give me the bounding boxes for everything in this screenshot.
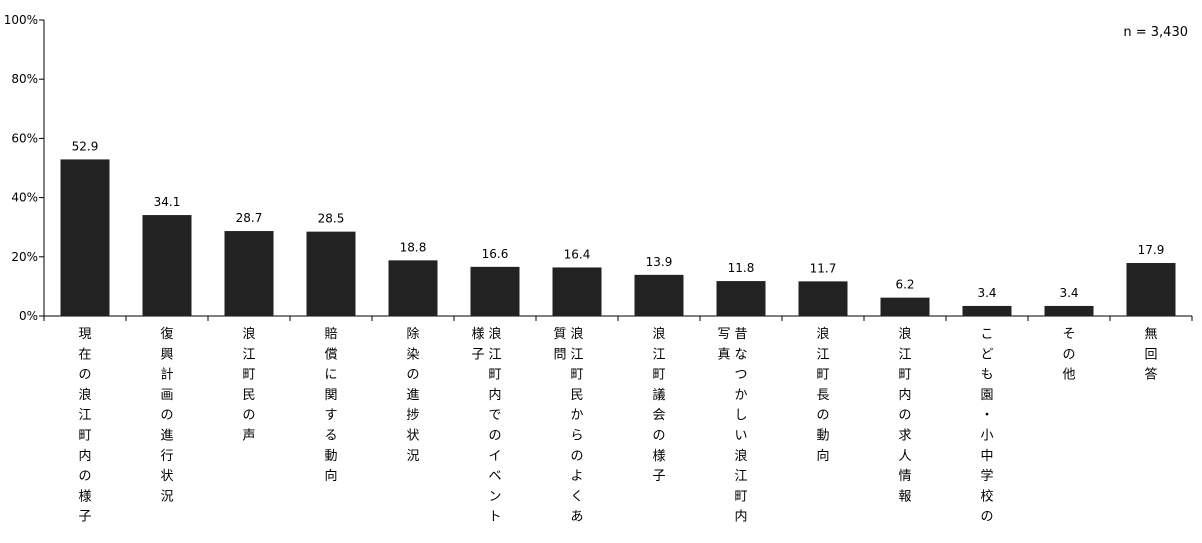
category-label: 無回答 xyxy=(1144,327,1157,383)
bar-layer xyxy=(60,159,1176,316)
bar xyxy=(634,274,684,316)
category-label: 昔なつかしい浪江町内写真 xyxy=(717,327,747,525)
category-label: 浪江町民の声 xyxy=(242,327,255,444)
label-layer: 52.9 現在の浪江町内の様子 34.1 復興計画の進行状況 28.7 浪江町民の声 28.… xyxy=(72,139,1165,524)
category-label: 浪江町民からのよくあ質問 xyxy=(553,327,583,525)
data-label: 6.2 xyxy=(895,278,914,292)
category-label: 復興計画の進行状況 xyxy=(160,326,173,504)
data-label: 3.4 xyxy=(1059,286,1078,300)
bar xyxy=(388,260,438,316)
y-tick-label: 100% xyxy=(4,13,38,27)
category-label: 賠償に関する動向 xyxy=(324,327,337,484)
bar xyxy=(552,267,602,316)
bar xyxy=(1126,263,1176,316)
bar xyxy=(962,305,1012,316)
data-label: 28.5 xyxy=(318,212,345,226)
y-tick-label: 40% xyxy=(11,191,38,205)
data-label: 18.8 xyxy=(400,240,427,254)
data-label: 11.7 xyxy=(810,261,837,275)
y-tick-label: 80% xyxy=(11,72,38,86)
bar xyxy=(798,281,848,316)
bar xyxy=(1044,305,1094,316)
axis-layer: 0% 20% 40% 60% 80% 100% xyxy=(4,13,1193,323)
category-label: 除染の進捗状況 xyxy=(406,327,419,464)
data-label: 3.4 xyxy=(977,286,996,300)
category-label: 浪江町議会の様子 xyxy=(652,327,665,484)
bar xyxy=(880,297,930,316)
y-tick-label: 20% xyxy=(11,250,38,264)
data-label: 16.6 xyxy=(482,247,509,261)
category-label: 浪江町長の動向 xyxy=(816,327,829,464)
bar xyxy=(306,231,356,316)
category-label: 現在の浪江町内の様子 xyxy=(78,327,91,525)
data-label: 11.8 xyxy=(728,261,755,275)
data-label: 17.9 xyxy=(1138,243,1165,257)
data-label: 28.7 xyxy=(236,211,263,225)
sample-size-label: n = 3,430 xyxy=(1123,25,1188,40)
bar xyxy=(60,159,110,316)
category-label: こども園・小中学校の xyxy=(980,327,993,525)
bar xyxy=(470,266,520,316)
data-label: 16.4 xyxy=(564,247,591,261)
data-label: 13.9 xyxy=(646,255,673,269)
bar xyxy=(224,231,274,316)
data-label: 34.1 xyxy=(154,195,181,209)
category-label: 浪江町内の求人情報 xyxy=(898,327,911,504)
y-tick-label: 60% xyxy=(11,131,38,145)
data-label: 52.9 xyxy=(72,139,99,153)
category-label: 浪江町内でのイベント様子 xyxy=(471,327,501,525)
bar xyxy=(716,281,766,316)
bar xyxy=(142,215,192,316)
y-tick-label: 0% xyxy=(19,309,38,323)
category-label: その他 xyxy=(1062,327,1075,383)
